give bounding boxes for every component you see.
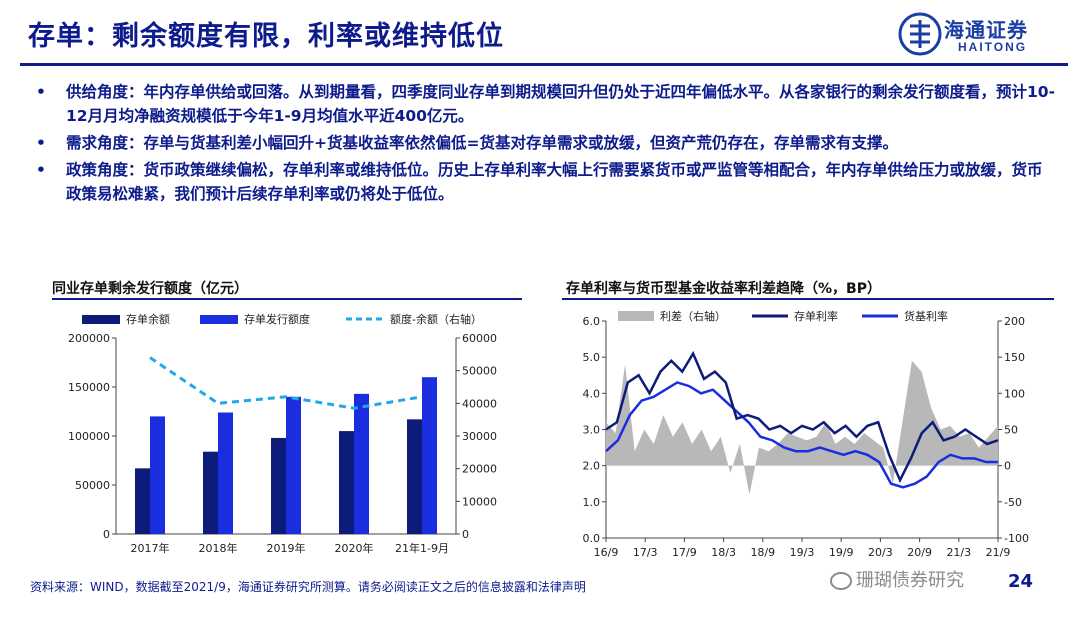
haitong-logo: 海通证券 HAITONG [898, 10, 1058, 60]
chart2-x-label: 21/3 [946, 546, 971, 559]
chart2-title-rule [562, 298, 1054, 300]
chart1-right-tick-label: 20000 [462, 463, 497, 476]
chart1-right-tick-label: 40000 [462, 397, 497, 410]
chart1-bar [422, 377, 437, 534]
chart2-x-label: 20/9 [907, 546, 932, 559]
chart1-right-tick-label: 10000 [462, 495, 497, 508]
chart2-series-line [605, 350, 999, 484]
chart1-x-label: 2019年 [267, 541, 306, 555]
page-number: 24 [1008, 571, 1034, 592]
chart1-legend-label: 存单余额 [126, 312, 170, 326]
chart2-right-tick-label: -100 [1004, 532, 1029, 545]
chart2-right-tick-label: 0 [1004, 460, 1011, 473]
watermark: 珊瑚债券研究 [830, 566, 964, 592]
chart2-legend-swatch [618, 311, 654, 321]
chart1-bar [271, 437, 286, 534]
chart2-right-tick-label: 150 [1004, 351, 1025, 364]
chart1-x-label: 2020年 [335, 541, 374, 555]
chart2-right-tick-label: 200 [1004, 315, 1025, 328]
chart2-x-label: 21/9 [986, 546, 1011, 559]
chart2-x-label: 18/9 [750, 546, 775, 559]
chart2-right-tick-label: -50 [1004, 496, 1022, 509]
chart2-left-tick-label: 3.0 [583, 424, 601, 437]
chart2-title: 存单利率与货币型基金收益率利差趋降（%，BP） [566, 281, 881, 297]
chart2-x-label: 19/3 [790, 546, 815, 559]
chart2-x-label: 18/3 [711, 546, 736, 559]
chart2-legend-label: 存单利率 [794, 309, 838, 323]
chart1-x-label: 2017年 [131, 541, 170, 555]
chart1-bar [150, 416, 165, 534]
bullet-list: 供给角度：年内存单供给或回落。从到期量看，四季度同业存单到期规模回升但仍处于近四… [36, 80, 1056, 209]
chart1-title-rule [52, 298, 522, 300]
chart2-x-label: 20/3 [868, 546, 893, 559]
logo-text-cn: 海通证券 [944, 18, 1028, 42]
chart1-bar-chart: 0 50000 100000 150000 200000 0 10000 20000 30000… [68, 312, 497, 555]
chart2-series-line [605, 381, 998, 489]
chart1-right-tick-label: 0 [462, 528, 469, 541]
wechat-icon [830, 572, 852, 590]
title-divider [20, 63, 1068, 66]
chart1-right-tick-label: 50000 [462, 365, 497, 378]
bullet-policy: 政策角度：货币政策继续偏松，存单利率或维持低位。历史上存单利率大幅上行需要紧货币… [36, 158, 1056, 206]
chart1-left-tick-label: 200000 [68, 332, 110, 345]
chart1-legend-swatch [200, 315, 238, 324]
chart1-bar [339, 431, 354, 534]
chart2-left-tick-label: 5.0 [583, 351, 601, 364]
logo-text-en: HAITONG [958, 40, 1028, 54]
chart2-legend-label: 利差（右轴） [660, 309, 726, 323]
chart2-legend-label: 货基利率 [904, 309, 948, 323]
chart1-left-tick-label: 0 [103, 528, 110, 541]
chart1-title: 同业存单剩余发行额度（亿元） [52, 281, 248, 297]
chart1-bar [135, 468, 150, 534]
chart1-bar [354, 393, 369, 534]
chart2-x-label: 17/9 [672, 546, 697, 559]
chart1-bar [286, 396, 301, 534]
chart2-right-tick-label: 100 [1004, 387, 1025, 400]
bullet-supply: 供给角度：年内存单供给或回落。从到期量看，四季度同业存单到期规模回升但仍处于近四… [36, 80, 1056, 128]
chart2-x-label: 17/3 [633, 546, 658, 559]
chart2-line-chart: 0.0 1.0 2.0 3.0 4.0 5.0 6.0 -100 -50 0 50 100 150 200… [583, 309, 1029, 559]
chart1-left-tick-label: 50000 [75, 479, 110, 492]
bullet-demand: 需求角度：存单与货基利差小幅回升+货基收益率依然偏低=货基对存单需求或放缓，但资… [36, 131, 1056, 155]
chart1-legend-label: 额度-余额（右轴） [390, 312, 482, 326]
page-title: 存单：剩余额度有限，利率或维持低位 [28, 21, 504, 52]
chart2-x-label: 16/9 [594, 546, 619, 559]
chart1-series-line [149, 356, 423, 410]
chart1-left-tick-label: 150000 [68, 381, 110, 394]
chart2-left-tick-label: 0.0 [583, 532, 601, 545]
haitong-logo-icon [898, 12, 942, 56]
source-note: 资料来源：WIND，数据截至2021/9，海通证券研究所测算。请务必阅读正文之后… [30, 580, 586, 594]
chart1-bar [203, 451, 218, 534]
chart1-bar [218, 412, 233, 534]
chart1-legend-swatch [82, 315, 120, 324]
chart1-bar [407, 419, 422, 534]
chart1-right-tick-label: 60000 [462, 332, 497, 345]
chart2-left-tick-label: 4.0 [583, 387, 601, 400]
chart2-area-series [606, 360, 998, 495]
chart2-x-label: 19/9 [829, 546, 854, 559]
chart1-legend-label: 存单发行额度 [244, 312, 310, 326]
chart1-left-tick-label: 100000 [68, 430, 110, 443]
watermark-text: 珊瑚债券研究 [856, 570, 964, 591]
chart1-x-label: 2018年 [199, 541, 238, 555]
chart2-left-tick-label: 1.0 [583, 496, 601, 509]
chart1-x-label: 21年1-9月 [395, 541, 449, 555]
chart2-left-tick-label: 6.0 [583, 315, 601, 328]
chart2-right-tick-label: 50 [1004, 424, 1018, 437]
chart1-right-tick-label: 30000 [462, 430, 497, 443]
chart2-left-tick-label: 2.0 [583, 460, 601, 473]
